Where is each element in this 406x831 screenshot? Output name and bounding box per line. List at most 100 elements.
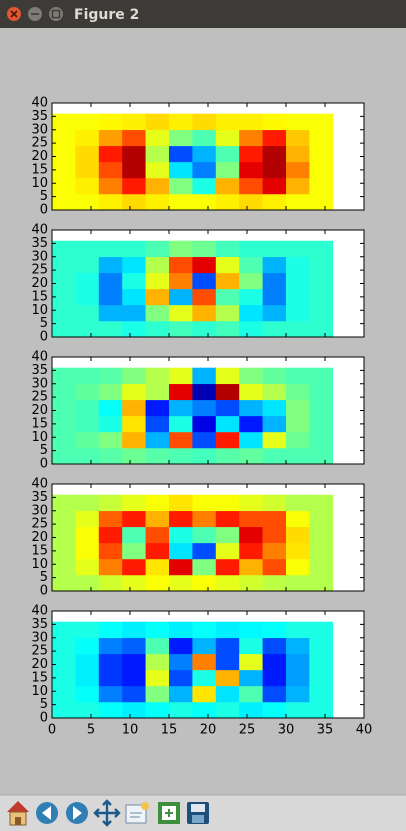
- heatmap-cell: [192, 193, 217, 211]
- save-button[interactable]: [187, 802, 209, 824]
- heatmap-cell: [309, 399, 334, 417]
- x-tick-label: 40: [356, 723, 373, 738]
- heatmap-cell: [239, 669, 263, 687]
- heatmap-cell: [286, 288, 310, 306]
- heatmap-cell: [122, 304, 146, 322]
- heatmap-cell: [239, 526, 263, 544]
- close-icon: [10, 10, 18, 18]
- heatmap-cell: [145, 542, 170, 560]
- heatmap-cell: [286, 447, 310, 465]
- heatmap-cell: [215, 494, 240, 512]
- heatmap-cell: [192, 177, 217, 195]
- heatmap-cell: [98, 621, 123, 639]
- heatmap-cell: [309, 685, 334, 703]
- heatmap-cell: [192, 431, 217, 449]
- zoom-button[interactable]: [125, 802, 149, 824]
- heatmap-cell: [122, 685, 146, 703]
- heatmap-cell: [75, 653, 100, 671]
- heatmap-cell: [286, 320, 310, 338]
- heatmap-cell: [98, 177, 123, 195]
- heatmap-cell: [262, 701, 287, 719]
- home-button[interactable]: [7, 801, 29, 826]
- heatmap-cell: [145, 320, 170, 338]
- heatmap-cell: [215, 161, 240, 179]
- maximize-button[interactable]: [49, 7, 63, 21]
- x-tick-label: 10: [122, 723, 139, 738]
- heatmap-cell: [145, 431, 170, 449]
- heatmap-cell: [215, 399, 240, 417]
- heatmap-cell: [192, 542, 217, 560]
- window-title: Figure 2: [74, 7, 139, 23]
- heatmap-cell: [309, 637, 334, 655]
- heatmap-cell: [98, 320, 123, 338]
- y-tick-label: 10: [31, 430, 48, 445]
- y-tick-label: 0: [40, 711, 48, 726]
- heatmap-cell: [122, 431, 146, 449]
- maximize-icon: [51, 9, 61, 19]
- heatmap-cell: [239, 272, 263, 290]
- heatmap-cell: [122, 320, 146, 338]
- heatmap-cell: [309, 669, 334, 687]
- heatmap-cell: [145, 510, 170, 528]
- y-tick-label: 10: [31, 557, 48, 572]
- heatmap-cell: [239, 288, 263, 306]
- heatmap-cell: [169, 431, 193, 449]
- heatmap-cell: [52, 161, 76, 179]
- heatmap-cell: [98, 399, 123, 417]
- heatmap-cell: [145, 415, 170, 433]
- heatmap-cell: [75, 558, 100, 576]
- heatmap-cell: [309, 653, 334, 671]
- heatmap-cell: [145, 399, 170, 417]
- heatmap-cell: [192, 288, 217, 306]
- heatmap-cell: [239, 637, 263, 655]
- heatmap-cell: [145, 161, 170, 179]
- heatmap-cell: [309, 256, 334, 274]
- forward-button[interactable]: [66, 802, 88, 824]
- heatmap-cell: [122, 288, 146, 306]
- pan-button[interactable]: [93, 799, 121, 827]
- heatmap-cell: [286, 193, 310, 211]
- heatmap-cell: [286, 383, 310, 401]
- heatmap-cell: [98, 129, 123, 147]
- heatmap-cell: [122, 113, 146, 131]
- heatmap-cell: [122, 399, 146, 417]
- heatmap-cell: [239, 447, 263, 465]
- heatmap-cell: [215, 256, 240, 274]
- back-button[interactable]: [36, 802, 58, 824]
- heatmap-cell: [52, 431, 76, 449]
- heatmap-cell: [215, 637, 240, 655]
- heatmap-cell: [75, 161, 100, 179]
- heatmap-cell: [75, 415, 100, 433]
- heatmap-cell: [286, 637, 310, 655]
- heatmap-cell: [262, 510, 287, 528]
- heatmap-cell: [98, 447, 123, 465]
- heatmap-cell: [215, 653, 240, 671]
- x-tick-label: 20: [200, 723, 217, 738]
- heatmap-cell: [309, 288, 334, 306]
- heatmap-cell: [98, 494, 123, 512]
- y-tick-label: 25: [31, 517, 48, 532]
- heatmap-cell: [169, 256, 193, 274]
- heatmap-cell: [239, 510, 263, 528]
- heatmap-cell: [286, 510, 310, 528]
- y-tick-label: 5: [40, 570, 48, 585]
- heatmap-cell: [215, 431, 240, 449]
- heatmap-cell: [98, 304, 123, 322]
- heatmap-cell: [75, 320, 100, 338]
- heatmap-cell: [215, 145, 240, 163]
- heatmap-cell: [52, 637, 76, 655]
- heatmap-cell: [75, 637, 100, 655]
- heatmap-cell: [98, 415, 123, 433]
- heatmap-cell: [262, 621, 287, 639]
- heatmap-cell: [239, 383, 263, 401]
- heatmap-cell: [239, 240, 263, 258]
- heatmap-cell: [262, 272, 287, 290]
- heatmap-cell: [169, 304, 193, 322]
- heatmap-cell: [169, 637, 193, 655]
- heatmap-cell: [122, 526, 146, 544]
- heatmap-cell: [122, 129, 146, 147]
- heatmap-cell: [239, 161, 263, 179]
- heatmap-cell: [309, 383, 334, 401]
- configure-button[interactable]: [158, 802, 180, 824]
- heatmap-cell: [169, 447, 193, 465]
